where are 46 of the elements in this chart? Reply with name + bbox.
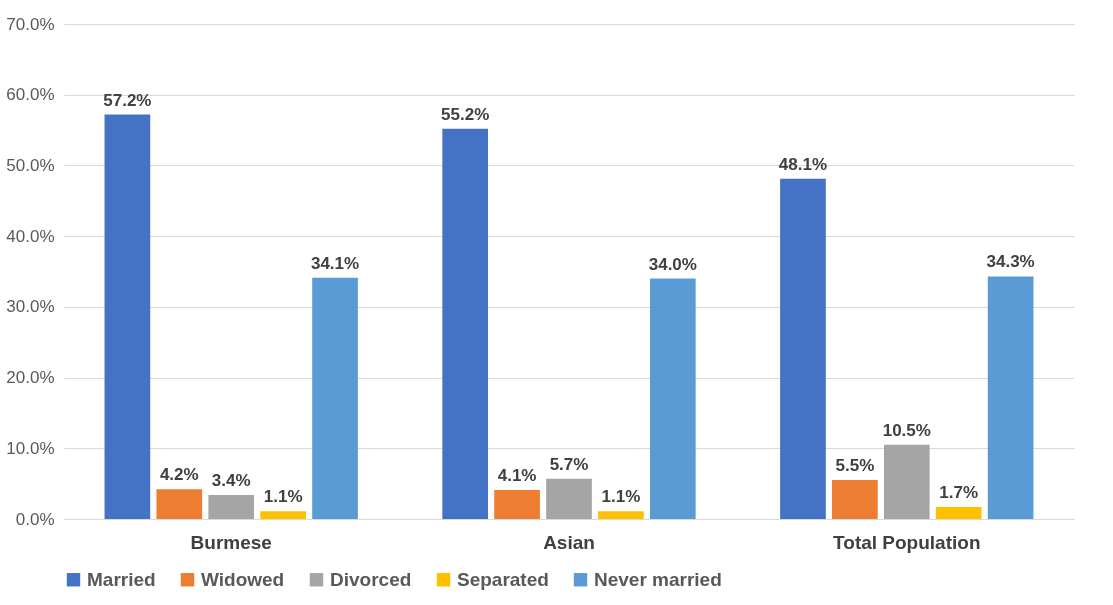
data-label: 34.1%: [310, 253, 360, 273]
bar: [935, 506, 982, 519]
data-label: 4.1%: [497, 466, 537, 486]
legend-label: Married: [87, 568, 156, 590]
x-tick-label: Burmese: [190, 531, 272, 553]
data-label: 10.5%: [882, 420, 931, 440]
data-label: 1.1%: [263, 487, 303, 507]
legend-label: Never married: [594, 568, 722, 590]
y-tick-label: 60.0%: [6, 85, 55, 105]
bar: [260, 511, 306, 519]
bar: [494, 490, 540, 519]
legend-label: Separated: [457, 568, 549, 590]
data-label: 34.0%: [648, 254, 697, 274]
bar: [312, 277, 358, 519]
legend-label: Widowed: [201, 568, 285, 590]
bar: [832, 480, 878, 519]
x-tick-label: Total Population: [833, 531, 981, 553]
data-label: 57.2%: [103, 90, 152, 110]
data-label: 34.3%: [986, 252, 1035, 272]
bar: [442, 128, 489, 519]
y-tick-label: 50.0%: [6, 155, 55, 175]
y-tick-label: 40.0%: [6, 226, 55, 246]
y-tick-label: 70.0%: [6, 14, 55, 34]
data-label: 3.4%: [211, 470, 251, 490]
data-label: 1.1%: [601, 487, 641, 507]
bar: [883, 444, 930, 519]
x-tick-label: Asian: [543, 531, 595, 553]
bar: [546, 478, 592, 519]
bar: [780, 178, 826, 519]
y-tick-label: 10.0%: [6, 438, 55, 458]
data-label: 55.2%: [441, 104, 490, 124]
y-tick-label: 30.0%: [6, 297, 55, 317]
bar: [104, 114, 151, 519]
data-label: 5.5%: [835, 456, 875, 476]
data-label: 4.2%: [159, 465, 199, 485]
bar: [987, 276, 1034, 519]
data-label: 1.7%: [939, 482, 979, 502]
bar: [156, 489, 203, 519]
bar: [649, 278, 696, 519]
data-label: 5.7%: [549, 454, 589, 474]
y-tick-label: 0.0%: [15, 509, 55, 529]
bar: [598, 511, 644, 519]
legend-label: Divorced: [330, 568, 412, 590]
bar: [208, 494, 255, 519]
y-tick-label: 20.0%: [6, 368, 55, 388]
data-label: 48.1%: [778, 154, 828, 174]
